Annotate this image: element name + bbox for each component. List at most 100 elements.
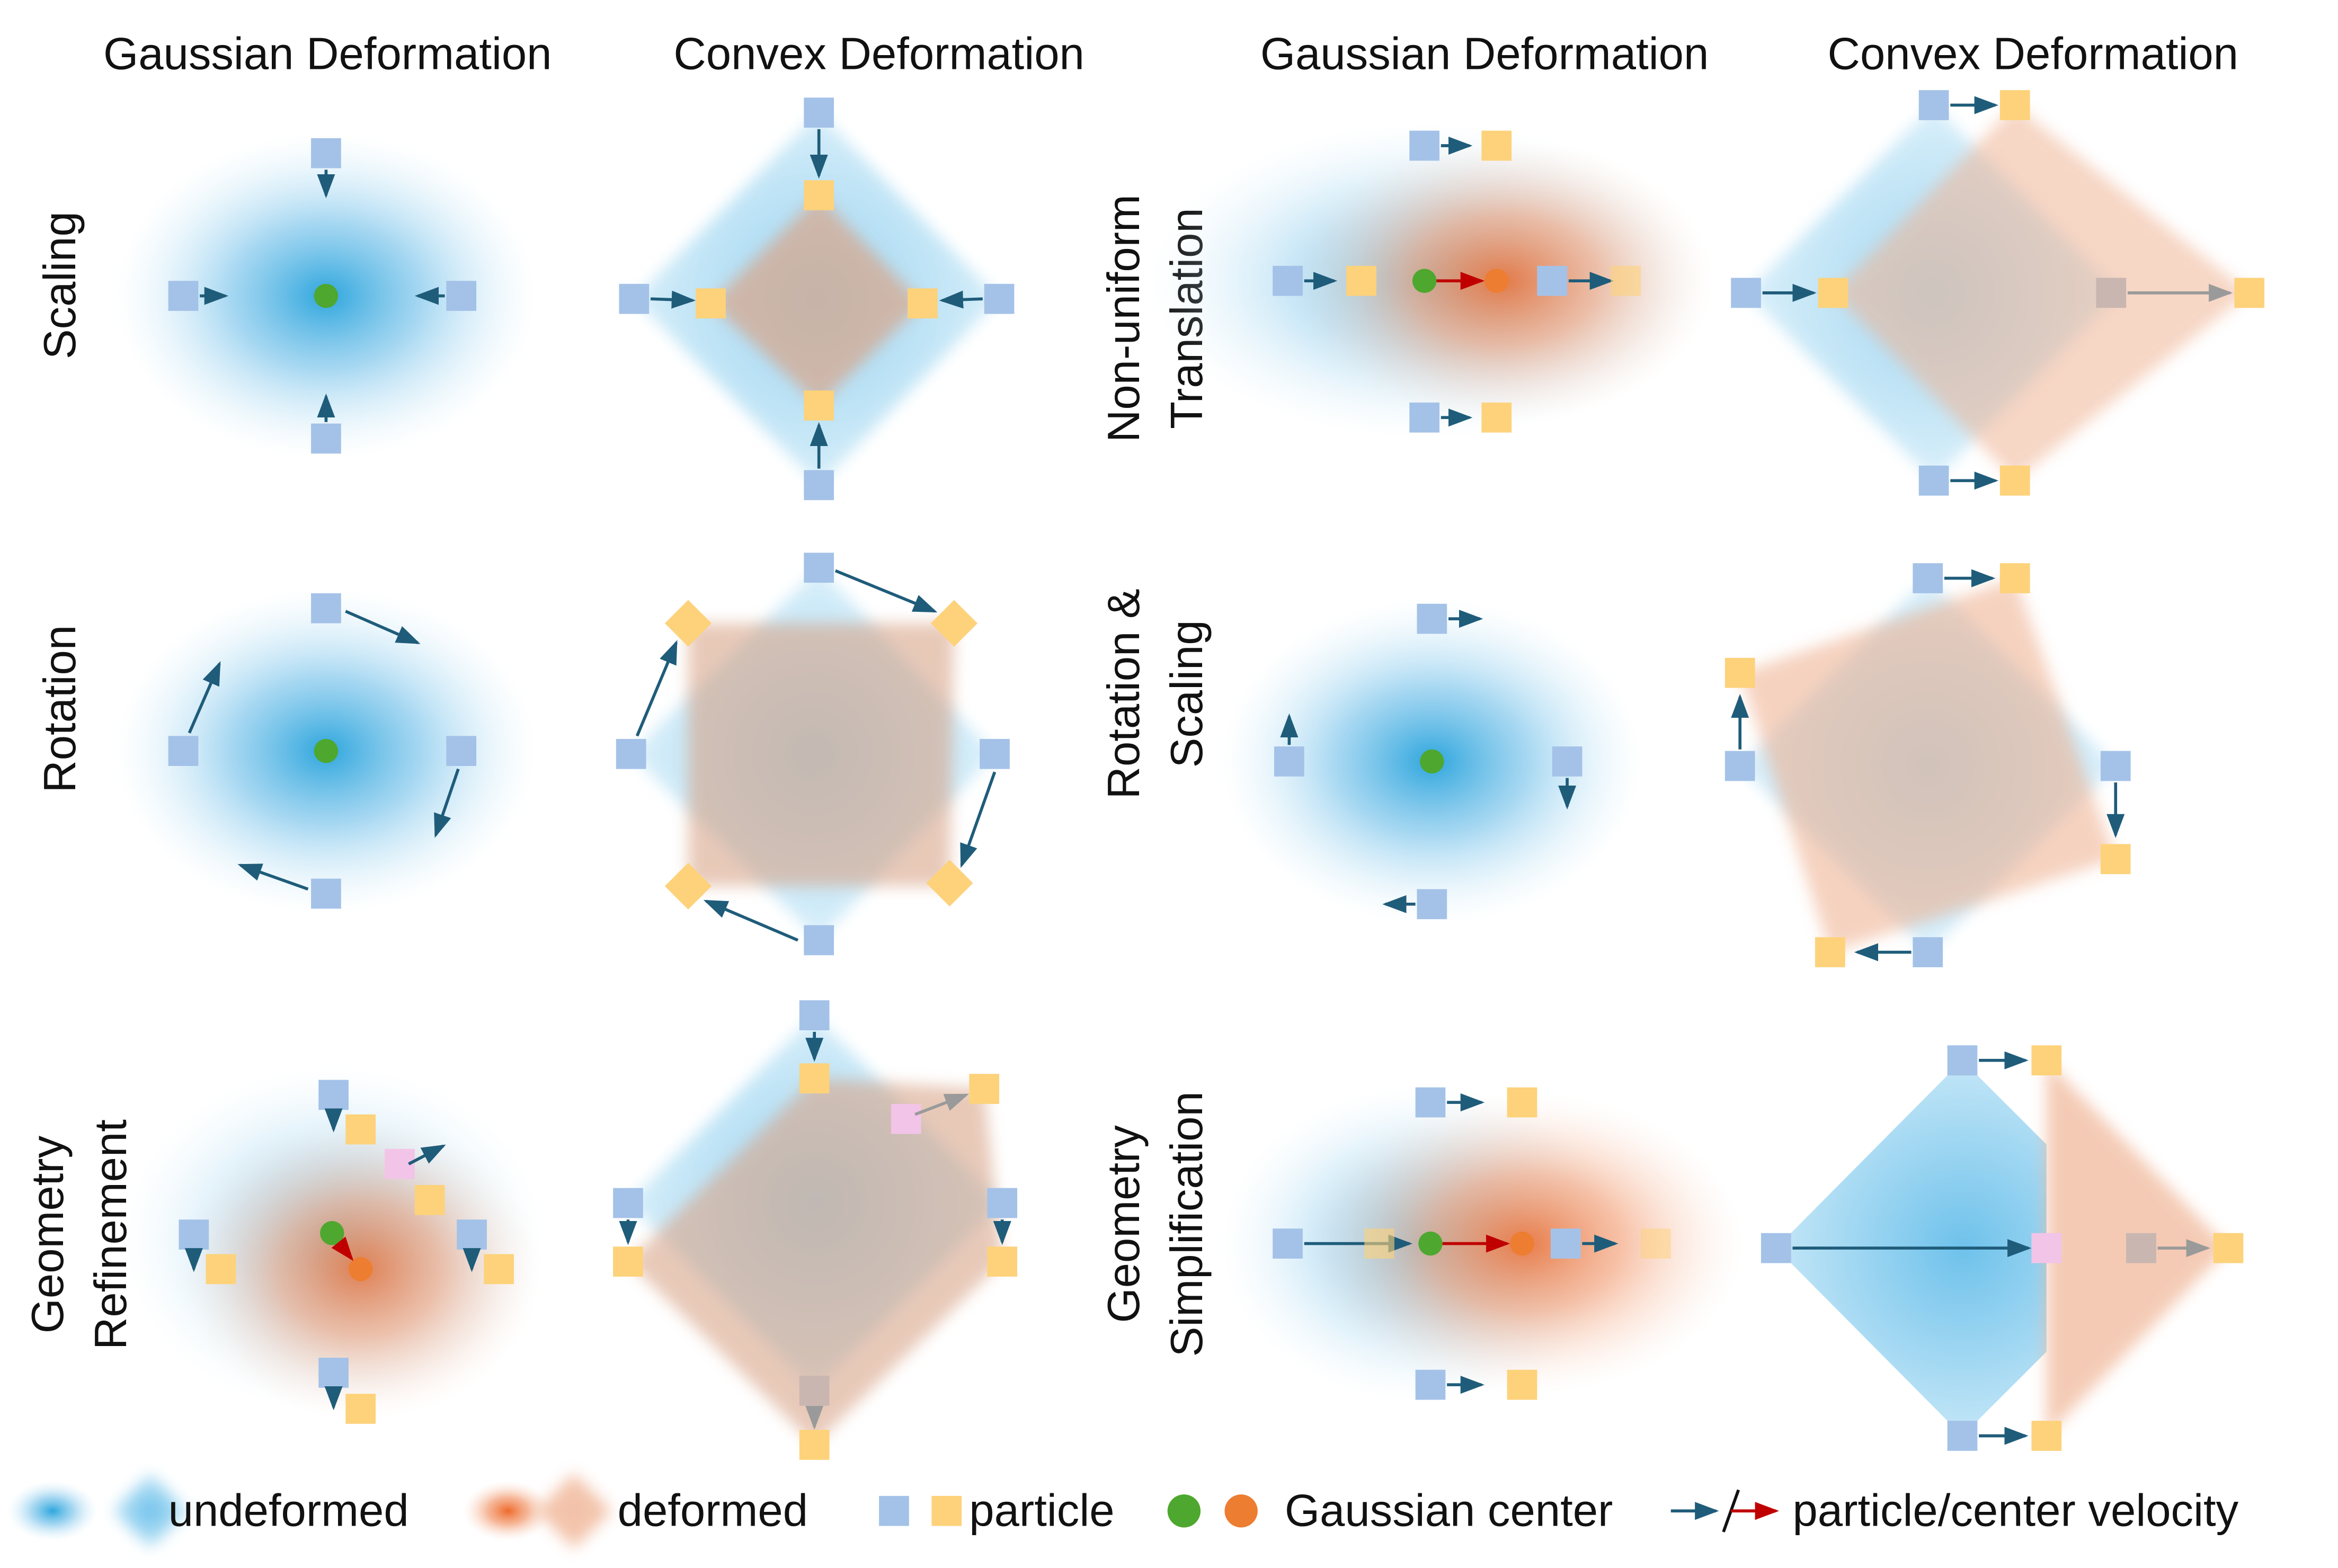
particle <box>879 1495 909 1526</box>
particle <box>1731 278 1761 308</box>
gaussian-center <box>1412 269 1437 293</box>
particle <box>1481 130 1512 161</box>
particle <box>1552 746 1583 777</box>
panel <box>613 1000 1018 1460</box>
panel <box>1761 1045 2244 1451</box>
convex-shape <box>688 623 954 886</box>
gaussian-center <box>1510 1231 1534 1256</box>
particle <box>891 1103 921 1134</box>
gaussian-center <box>1167 1494 1201 1528</box>
particle <box>696 288 726 319</box>
particle <box>799 1430 830 1460</box>
particle <box>1999 465 2030 496</box>
particle <box>179 1219 209 1250</box>
particle <box>1417 889 1447 920</box>
label-line: Simplification <box>1162 1091 1212 1357</box>
particle <box>345 1114 376 1145</box>
particle <box>446 736 477 766</box>
particle <box>1409 402 1440 433</box>
particle <box>804 180 834 210</box>
particle <box>2126 1233 2156 1263</box>
particle <box>1415 1369 1446 1400</box>
label-line: Non-uniform <box>1099 194 1149 442</box>
gaussian <box>7 1481 98 1541</box>
row-label: Geometry Refinement <box>23 1119 136 1350</box>
particle <box>804 97 834 128</box>
column-header: Gaussian Deformation <box>1260 29 1709 79</box>
label-line: Rotation <box>35 625 85 793</box>
particle <box>1761 1233 1791 1263</box>
particle <box>1918 90 1949 120</box>
particle <box>2031 1045 2062 1076</box>
convex-shape <box>536 1473 612 1549</box>
particle <box>1724 657 1755 688</box>
particle <box>1481 402 1512 433</box>
velocity-arrow <box>834 569 938 613</box>
particle <box>414 1185 445 1215</box>
particle <box>168 281 199 311</box>
particle <box>1417 603 1447 634</box>
particle <box>1364 1228 1394 1259</box>
panel <box>1221 1085 1743 1402</box>
particle <box>446 281 477 311</box>
label-line: Scaling <box>1162 620 1212 768</box>
particle <box>2213 1233 2244 1263</box>
gaussian-center <box>314 738 339 763</box>
particle <box>1913 937 1943 967</box>
particle <box>1507 1087 1537 1118</box>
panel <box>115 589 537 913</box>
gaussian-center <box>320 1221 344 1245</box>
column-header: Convex Deformation <box>673 29 1084 79</box>
panel <box>1731 90 2265 496</box>
label-line: Geometry <box>23 1135 73 1333</box>
legend-label: deformed <box>618 1485 808 1536</box>
particle <box>1815 937 1845 967</box>
particle <box>2031 1421 2062 1451</box>
gaussian-center <box>1224 1494 1258 1528</box>
velocity-arrow <box>237 863 309 891</box>
particle <box>311 423 341 454</box>
particle <box>616 738 646 769</box>
particle <box>2100 751 2131 781</box>
particle <box>987 1246 1018 1277</box>
gaussian-center <box>1420 749 1444 774</box>
velocity-arrow <box>434 768 460 838</box>
velocity-arrow <box>345 610 421 645</box>
particle <box>311 593 341 623</box>
particle <box>1409 130 1440 161</box>
particle <box>1918 465 1949 496</box>
velocity-arrow <box>408 1144 446 1165</box>
particle <box>980 738 1010 769</box>
velocity-arrow <box>331 1236 354 1261</box>
particle <box>2100 844 2131 875</box>
velocity-arrow <box>960 771 997 868</box>
particle <box>804 470 834 501</box>
particle <box>799 1063 830 1094</box>
column-header: Gaussian Deformation <box>103 29 552 79</box>
legend-label: Gaussian center <box>1285 1485 1613 1536</box>
particle <box>1947 1421 1978 1451</box>
particle <box>1273 265 1303 296</box>
velocity-arrow <box>188 661 221 734</box>
particle <box>1274 746 1304 777</box>
particle <box>311 878 341 909</box>
label-line: Geometry <box>1099 1125 1149 1323</box>
row-label: Geometry Simplification <box>1099 1091 1212 1357</box>
convex-shape <box>112 1473 188 1549</box>
label-line: Scaling <box>35 211 85 359</box>
particle <box>1818 278 1848 308</box>
particle <box>168 736 199 766</box>
particle <box>619 283 650 314</box>
particle <box>1415 1087 1446 1118</box>
panel <box>123 1066 544 1424</box>
panel <box>616 553 1010 956</box>
velocity-arrow <box>914 1093 969 1116</box>
particle <box>1537 265 1568 296</box>
convex-shape <box>1740 578 2116 952</box>
legend: undeformed deformed particle Gaussian ce… <box>7 1473 2239 1549</box>
velocity-arrow <box>939 290 983 309</box>
particle <box>804 390 834 421</box>
convex-shape <box>628 1078 1002 1445</box>
particle <box>1550 1228 1581 1259</box>
